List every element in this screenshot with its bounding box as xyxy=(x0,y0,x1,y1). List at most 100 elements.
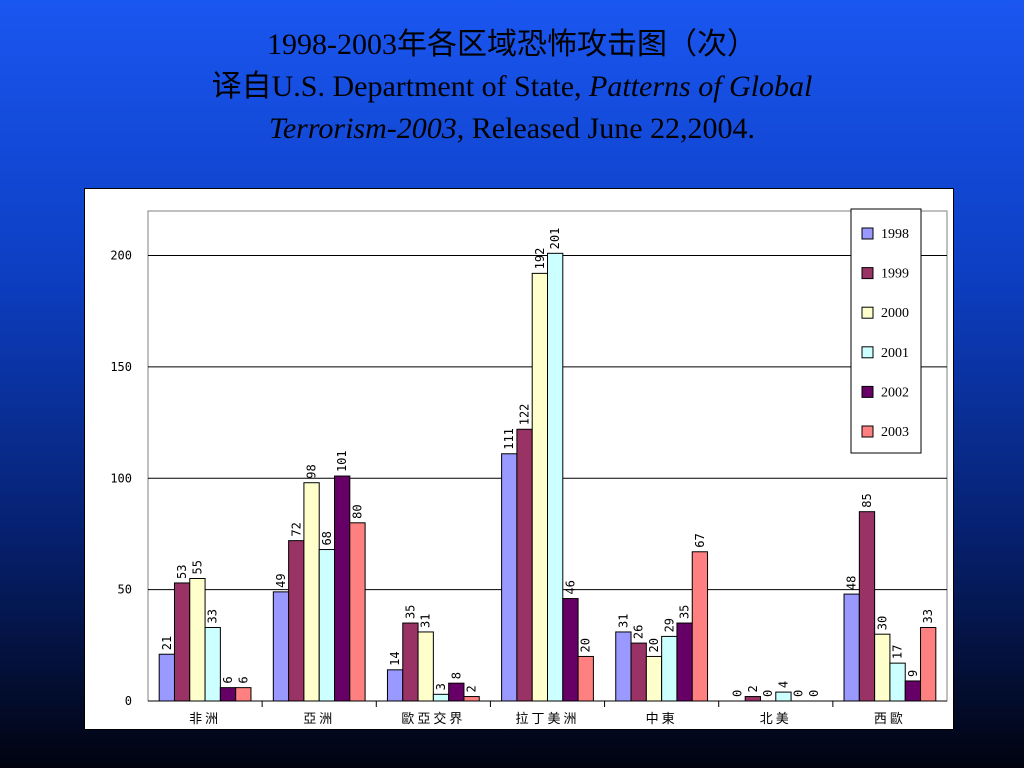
bar-2001 xyxy=(318,549,336,702)
title-line-1: 1998-2003年各区域恐怖攻击图（次） xyxy=(267,28,757,61)
bar-2000 xyxy=(531,272,549,702)
data-label: 14 xyxy=(388,651,402,665)
bar-1998 xyxy=(501,453,518,702)
y-tick-label: 200 xyxy=(110,249,132,263)
data-label: 9 xyxy=(906,670,920,677)
bar-2002 xyxy=(562,598,579,702)
data-label: 192 xyxy=(533,248,547,270)
title-line-2: 译自U.S. Department of State, Patterns of … xyxy=(0,66,1024,108)
data-label: 8 xyxy=(449,672,463,679)
bar-1999 xyxy=(744,696,761,702)
x-tick-label: 中東 xyxy=(646,711,678,727)
data-label: 3 xyxy=(434,683,448,690)
data-label: 122 xyxy=(518,404,532,426)
bar-2002 xyxy=(904,680,922,702)
bar-2002 xyxy=(219,687,237,702)
data-label: 0 xyxy=(792,690,806,697)
legend-swatch-2003 xyxy=(861,425,874,438)
bar-1998 xyxy=(386,669,404,702)
bar-2003 xyxy=(463,696,480,702)
data-label: 6 xyxy=(236,676,250,683)
x-tick-label: 亞洲 xyxy=(303,712,335,727)
y-tick-label: 0 xyxy=(125,694,132,708)
legend-swatch-2001 xyxy=(861,346,874,359)
data-label: 4 xyxy=(776,681,790,688)
legend-swatch-1999 xyxy=(861,267,874,280)
bar-2003 xyxy=(691,551,709,702)
data-label: 67 xyxy=(693,533,707,547)
data-label: 26 xyxy=(632,625,646,639)
bar-2000 xyxy=(874,633,891,702)
data-label: 101 xyxy=(335,450,349,472)
bar-2003 xyxy=(349,522,366,702)
title-publication-part1: Patterns of Global xyxy=(589,70,813,103)
x-tick-label: 西歐 xyxy=(874,712,906,727)
slide-title: 1998-2003年各区域恐怖攻击图（次） 译自U.S. Department … xyxy=(0,24,1024,150)
data-label: 30 xyxy=(875,616,889,630)
title-line-3: Terrorism-2003, Released June 22,2004. xyxy=(0,108,1024,150)
bar-2000 xyxy=(417,631,434,702)
bar-2000 xyxy=(645,655,663,702)
data-label: 0 xyxy=(761,690,775,697)
x-tick-label: 歐亞交界 xyxy=(401,711,465,727)
data-label: 21 xyxy=(160,636,174,650)
bar-1999 xyxy=(173,582,191,702)
data-label: 72 xyxy=(289,522,303,536)
data-label: 6 xyxy=(221,676,235,683)
bar-2002 xyxy=(676,622,693,702)
legend-swatch-2000 xyxy=(861,306,874,319)
bar-2000 xyxy=(303,482,320,702)
data-label: 49 xyxy=(274,573,288,587)
y-tick-label: 100 xyxy=(110,471,132,485)
title-source-prefix: 译自U.S. Department of State, xyxy=(211,70,590,103)
bar-1999 xyxy=(402,622,419,702)
data-label: 201 xyxy=(548,228,562,250)
legend-label-1998: 1998 xyxy=(881,227,909,242)
data-label: 31 xyxy=(616,614,630,628)
data-label: 55 xyxy=(190,560,204,574)
data-label: 53 xyxy=(175,565,189,579)
legend-swatch-2002 xyxy=(861,385,874,398)
data-label: 2 xyxy=(465,685,479,692)
bar-1998 xyxy=(158,653,175,702)
legend-label-2002: 2002 xyxy=(881,385,909,400)
data-label: 48 xyxy=(845,576,859,590)
legend-label-2000: 2000 xyxy=(881,306,909,321)
data-label: 98 xyxy=(305,464,319,478)
data-label: 20 xyxy=(579,638,593,652)
bar-2000 xyxy=(189,578,206,702)
y-tick-label: 50 xyxy=(118,583,132,597)
x-tick-label: 非洲 xyxy=(189,712,221,727)
data-label: 85 xyxy=(860,493,874,507)
bar-2003 xyxy=(920,627,937,702)
data-label: 33 xyxy=(921,609,935,623)
legend-label-1999: 1999 xyxy=(881,267,909,282)
data-label: 20 xyxy=(647,638,661,652)
bar-2002 xyxy=(448,682,465,702)
bar-2001 xyxy=(204,627,221,702)
data-label: 0 xyxy=(731,690,745,697)
bar-1998 xyxy=(272,591,290,702)
bar-1999 xyxy=(516,428,533,702)
bar-1999 xyxy=(630,642,647,702)
y-tick-label: 150 xyxy=(110,360,132,374)
bar-2001 xyxy=(547,252,564,702)
legend-label-2001: 2001 xyxy=(881,346,909,361)
x-tick-label: 拉丁美洲 xyxy=(515,712,579,727)
data-label: 29 xyxy=(662,618,676,632)
data-label: 17 xyxy=(891,645,905,659)
title-publication-part2: Terrorism-2003 xyxy=(268,112,457,145)
bar-1998 xyxy=(615,631,632,702)
data-label: 111 xyxy=(502,428,516,450)
bar-2003 xyxy=(577,655,594,702)
bar-1999 xyxy=(858,511,876,702)
x-tick-label: 北美 xyxy=(760,712,792,727)
data-label: 68 xyxy=(320,531,334,545)
bar-2001 xyxy=(661,635,678,702)
data-label: 35 xyxy=(678,605,692,619)
legend-swatch-1998 xyxy=(861,227,874,240)
chart-panel: 0 50 100 150 200 非洲 亞洲 歐亞交界 拉丁美洲 中東 北美 西歐 21 49 14 111 3… xyxy=(84,188,954,730)
bar-2001 xyxy=(432,693,450,702)
data-label: 33 xyxy=(206,609,220,623)
